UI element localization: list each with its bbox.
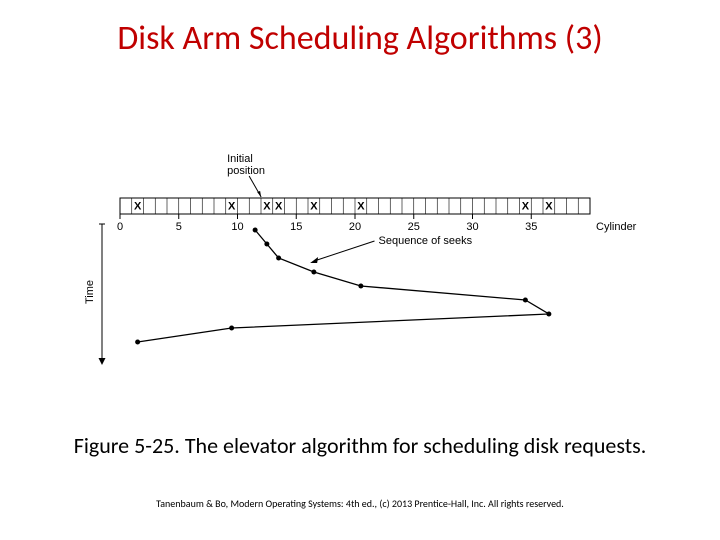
svg-text:X: X [522,200,530,212]
elevator-diagram: XXXXXXXX05101520253035CylinderInitialpos… [80,150,640,380]
copyright-footer: Tanenbaum & Bo, Modern Operating Systems… [0,497,720,510]
figure-caption: Figure 5-25. The elevator algorithm for … [0,432,720,459]
svg-text:X: X [545,200,553,212]
svg-text:0: 0 [117,221,123,233]
svg-text:X: X [228,200,236,212]
svg-text:Sequence of seeks: Sequence of seeks [379,235,473,247]
svg-text:35: 35 [525,221,537,233]
svg-text:Time: Time [84,280,96,304]
svg-text:10: 10 [231,221,243,233]
svg-text:20: 20 [349,221,361,233]
svg-text:X: X [357,200,365,212]
svg-text:position: position [227,165,265,177]
svg-text:X: X [310,200,318,212]
diagram-svg: XXXXXXXX05101520253035CylinderInitialpos… [80,150,640,380]
svg-text:X: X [275,200,283,212]
svg-text:25: 25 [408,221,420,233]
svg-text:15: 15 [290,221,302,233]
svg-text:Initial: Initial [227,153,253,165]
svg-text:Cylinder: Cylinder [596,221,637,233]
svg-text:30: 30 [466,221,478,233]
slide-title: Disk Arm Scheduling Algorithms (3) [0,18,720,59]
svg-text:X: X [134,200,142,212]
svg-text:X: X [263,200,271,212]
svg-text:5: 5 [176,221,182,233]
